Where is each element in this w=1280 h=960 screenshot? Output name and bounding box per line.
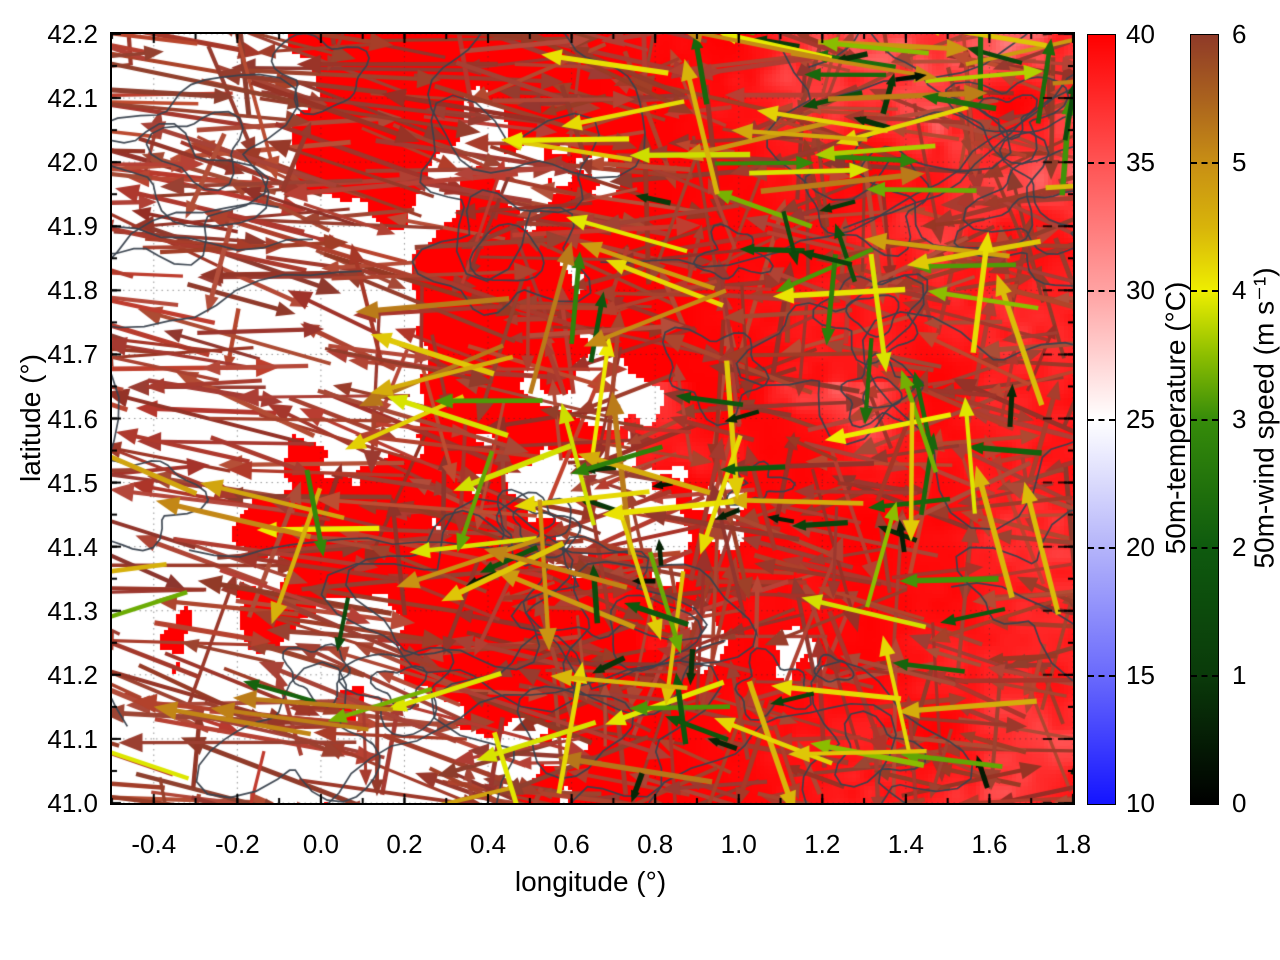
y-tick-label: 42.0 <box>47 147 98 178</box>
y-tick-label: 41.5 <box>47 467 98 498</box>
colorbar-tick-label: 3 <box>1232 403 1247 434</box>
colorbar-tick-label: 10 <box>1126 788 1155 818</box>
x-tick-label: 1.4 <box>887 829 924 859</box>
colorbar-tick-label: 6 <box>1232 19 1247 49</box>
x-tick-label: 0.0 <box>302 829 339 859</box>
colorbar-tick-label: 0 <box>1232 788 1247 818</box>
y-tick-label: 41.0 <box>47 788 98 818</box>
y-tick-label: 41.1 <box>47 723 98 754</box>
x-tick-label: 0.8 <box>637 829 674 859</box>
x-tick-label: -0.2 <box>214 829 260 859</box>
colorbar-wind-gradient <box>1191 35 1218 804</box>
y-tick-label: 42.1 <box>47 83 98 114</box>
colorbar-tick-dash <box>1088 290 1115 293</box>
colorbar-tick-dash <box>1088 418 1115 421</box>
x-tick-label: 1.0 <box>720 829 757 859</box>
colorbar-tick-label: 20 <box>1126 531 1155 562</box>
colorbar-tick-label: 5 <box>1232 147 1247 178</box>
colorbar-tick-label: 1 <box>1232 659 1247 690</box>
x-tick-label: 0.6 <box>553 829 590 859</box>
colorbar-tick-label: 4 <box>1232 275 1247 306</box>
x-tick-label: 1.6 <box>971 829 1008 859</box>
colorbar-wind-labels: 6 5 4 3 2 1 0 <box>1232 0 1272 960</box>
x-tick-label: 1.2 <box>804 829 841 859</box>
map-canvas <box>112 34 1073 803</box>
colorbar-tick-dash <box>1191 674 1218 677</box>
colorbar-tick-label: 35 <box>1126 147 1155 178</box>
colorbar-tick-dash <box>1191 418 1218 421</box>
y-tick-label: 41.3 <box>47 595 98 626</box>
colorbar-tick-label: 30 <box>1126 275 1155 306</box>
x-tick-label: 0.2 <box>386 829 423 859</box>
colorbar-tick-dash <box>1191 290 1218 293</box>
x-axis-title: longitude (°) <box>514 866 667 897</box>
y-tick-label: 41.7 <box>47 339 98 370</box>
y-tick-label: 41.2 <box>47 659 98 690</box>
plot-area <box>110 32 1075 805</box>
colorbar-tick-label: 25 <box>1126 403 1155 434</box>
colorbar-tick-label: 2 <box>1232 531 1247 562</box>
colorbar-tick-dash <box>1191 162 1218 165</box>
x-tick-label: -0.4 <box>131 829 177 859</box>
colorbar-tick-label: 15 <box>1126 659 1155 690</box>
colorbar-tick-dash <box>1088 546 1115 549</box>
colorbar-temperature-labels: 40 35 30 25 20 15 10 <box>1126 0 1182 960</box>
y-tick-label: 41.8 <box>47 275 98 306</box>
colorbar-temperature-title: 50m-temperature (°C) <box>1160 281 1191 555</box>
y-axis-title: latitude (°) <box>15 354 46 482</box>
y-tick-label: 41.6 <box>47 403 98 434</box>
x-tick-label: 1.8 <box>1054 829 1092 859</box>
colorbar-tick-dash <box>1088 162 1115 165</box>
y-tick-label: 41.9 <box>47 211 98 242</box>
colorbar-temperature <box>1087 34 1116 805</box>
colorbar-wind <box>1190 34 1219 805</box>
colorbar-tick-dash <box>1191 546 1218 549</box>
colorbar-tick-dash <box>1088 674 1115 677</box>
y-tick-label: 42.2 <box>47 19 98 49</box>
colorbar-tick-label: 40 <box>1126 19 1155 49</box>
colorbar-temperature-gradient <box>1088 35 1115 804</box>
x-tick-label: 0.4 <box>469 829 507 859</box>
y-tick-label: 41.4 <box>47 531 98 562</box>
colorbar-wind-title: 50m-wind speed (m s⁻¹) <box>1248 267 1280 569</box>
